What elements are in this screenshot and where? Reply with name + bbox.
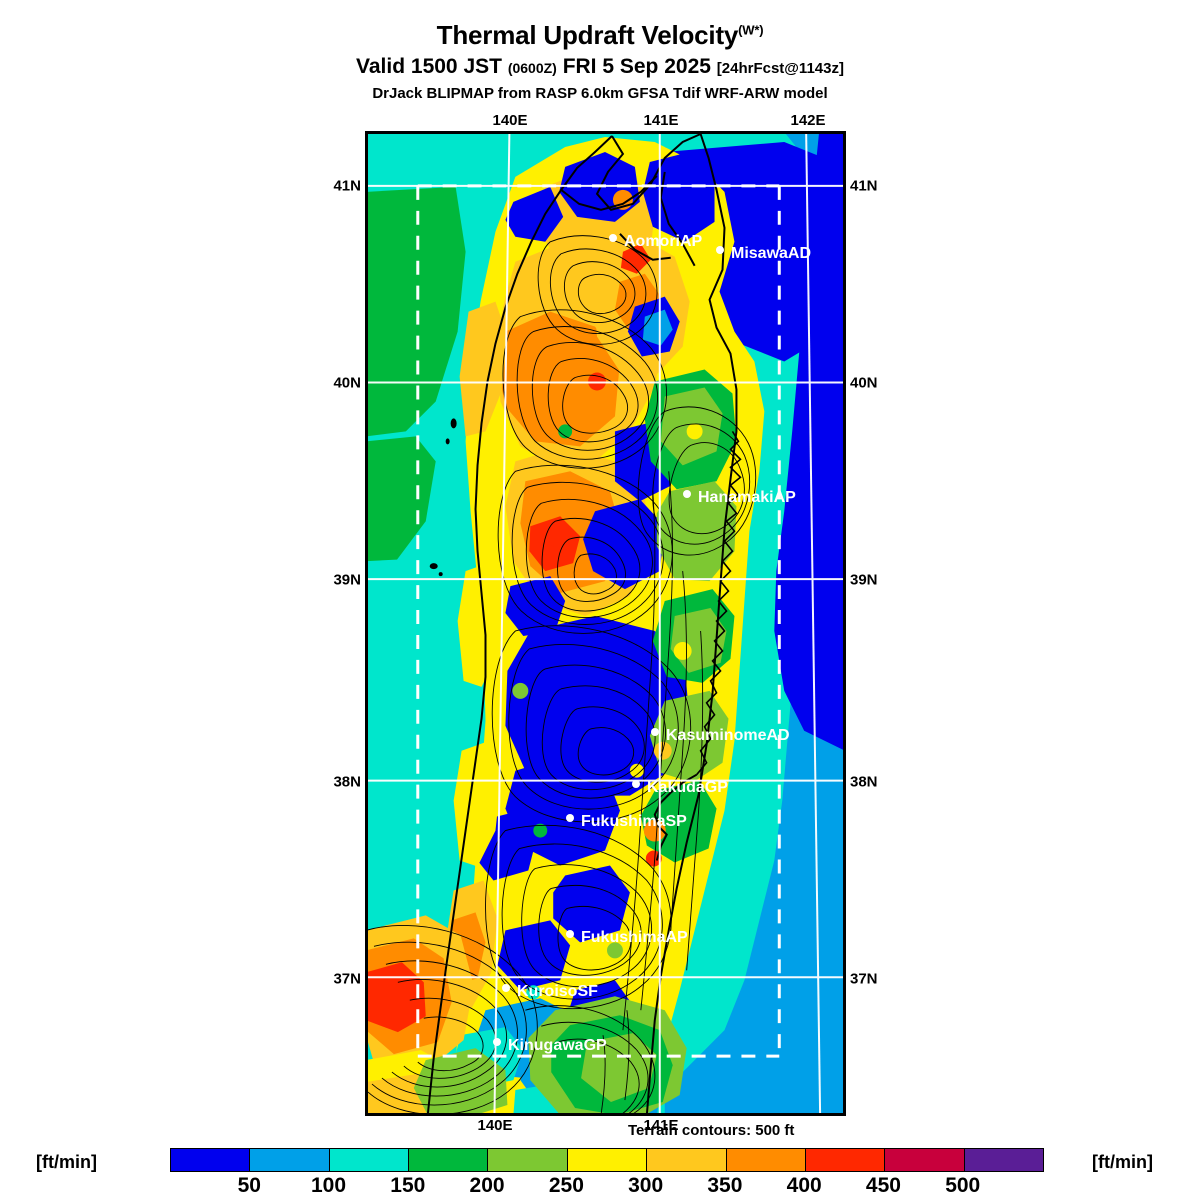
colorbar-unit-left: [ft/min] xyxy=(36,1152,97,1172)
forecast-tag: [24hrFcst@1143z] xyxy=(716,60,844,78)
colorbar-tick-450: 450 xyxy=(865,1174,901,1197)
colorbar-tick-400: 400 xyxy=(786,1174,822,1197)
valid-date: FRI 5 Sep 2025 xyxy=(562,55,711,79)
map-canvas[interactable] xyxy=(365,131,846,1116)
station-label-kinugawagp: KinugawaGP xyxy=(508,1037,607,1054)
valid-time-utc: (0600Z) xyxy=(507,60,557,77)
colorbar-tick-300: 300 xyxy=(628,1174,664,1197)
lat-label-right-3: 38N xyxy=(850,773,878,791)
colorbar-tick-100: 100 xyxy=(311,1174,347,1197)
lon-label-bottom-0: 140E xyxy=(477,1117,513,1134)
lon-label-top-2: 142E xyxy=(790,112,826,129)
subdomain-box xyxy=(416,184,781,1058)
colorbar-segment-100-150[interactable] xyxy=(328,1149,409,1171)
graticule-solid xyxy=(366,132,845,1115)
page-title: Thermal Updraft Velocity(W*) xyxy=(0,20,1200,50)
station-dot-fukushimasp[interactable] xyxy=(566,814,574,822)
colorbar-segment-450-500[interactable] xyxy=(884,1149,964,1171)
page-title-superscript: (W*) xyxy=(738,22,764,38)
lon-label-bottom-1: 141E xyxy=(643,1117,679,1134)
station-dot-kakudagp[interactable] xyxy=(632,780,640,788)
station-label-fukushimaap: FukushimaAP xyxy=(581,929,688,946)
lat-label-left-2: 39N xyxy=(333,571,361,589)
station-label-kakudagp: KakudaGP xyxy=(647,779,728,796)
station-label-fukushimasp: FukushimaSP xyxy=(581,813,687,830)
colorbar-segment-200-250[interactable] xyxy=(487,1149,567,1171)
station-dot-hanamakiap[interactable] xyxy=(683,490,691,498)
colorbar[interactable] xyxy=(170,1148,1044,1172)
colorbar-tick-200: 200 xyxy=(469,1174,505,1197)
colorbar-segment-150-200[interactable] xyxy=(408,1149,488,1171)
station-label-kuroisosf: KuroisoSF xyxy=(517,983,598,1000)
lat-label-left-3: 38N xyxy=(333,773,361,791)
station-dot-kinugawagp[interactable] xyxy=(493,1038,501,1046)
map-fill-layer xyxy=(366,132,845,1115)
colorbar-tick-150: 150 xyxy=(390,1174,426,1197)
lat-label-right-0: 41N xyxy=(850,177,878,195)
lon-label-top-1: 141E xyxy=(643,112,679,129)
colorbar-unit-right: [ft/min] xyxy=(1092,1152,1153,1172)
colorbar-tick-500: 500 xyxy=(945,1174,981,1197)
station-dot-aomoriap[interactable] xyxy=(609,234,617,242)
station-dot-kuroisosf[interactable] xyxy=(502,984,510,992)
valid-time-local: Valid 1500 JST xyxy=(356,55,502,79)
colorbar-segment-500+[interactable] xyxy=(963,1149,1043,1171)
station-label-misawaad: MisawaAD xyxy=(731,245,812,262)
lat-label-right-2: 39N xyxy=(850,571,878,589)
model-info-line: DrJack BLIPMAP from RASP 6.0km GFSA Tdif… xyxy=(372,85,828,103)
forecast-map[interactable]: AomoriAP MisawaAD HanamakiAP KasuminomeAD Ka… xyxy=(365,131,846,1116)
colorbar-segment-400-450[interactable] xyxy=(804,1149,885,1171)
page-title-text: Thermal Updraft Velocity xyxy=(436,20,739,50)
station-label-aomoriap: AomoriAP xyxy=(624,233,703,250)
colorbar-segment-300-350[interactable] xyxy=(646,1149,726,1171)
map-frame xyxy=(366,132,845,1115)
station-dot-kasuminomead[interactable] xyxy=(651,728,659,736)
lat-label-left-0: 41N xyxy=(333,177,361,195)
colorbar-tick-350: 350 xyxy=(707,1174,743,1197)
valid-time-line: Valid 1500 JST (0600Z) FRI 5 Sep 2025 [2… xyxy=(0,56,1200,78)
station-dot-misawaad[interactable] xyxy=(716,246,724,254)
header-block: Thermal Updraft Velocity(W*) Valid 1500 … xyxy=(0,0,1200,102)
colorbar-tick-labels: 50 100 150 200 250 300 350 400 450 500 xyxy=(170,1174,1042,1200)
colorbar-segment-50-100[interactable] xyxy=(249,1149,329,1171)
station-dot-fukushimaap[interactable] xyxy=(566,930,574,938)
coastline xyxy=(426,133,738,1115)
colorbar-tick-50: 50 xyxy=(237,1174,261,1197)
colorbar-segment-0-50[interactable] xyxy=(171,1149,250,1171)
station-label-kasuminomead: KasuminomeAD xyxy=(666,727,790,744)
lat-label-right-4: 37N xyxy=(850,970,878,988)
terrain-contour-note: Terrain contours: 500 ft xyxy=(628,1122,795,1139)
colorbar-segment-250-300[interactable] xyxy=(566,1149,647,1171)
station-label-hanamakiap: HanamakiAP xyxy=(698,489,796,506)
lat-label-left-4: 37N xyxy=(333,970,361,988)
lon-label-top-0: 140E xyxy=(492,112,528,129)
colorbar-tick-250: 250 xyxy=(548,1174,584,1197)
lat-label-left-1: 40N xyxy=(333,374,361,392)
colorbar-segment-350-400[interactable] xyxy=(725,1149,805,1171)
lat-label-right-1: 40N xyxy=(850,374,878,392)
